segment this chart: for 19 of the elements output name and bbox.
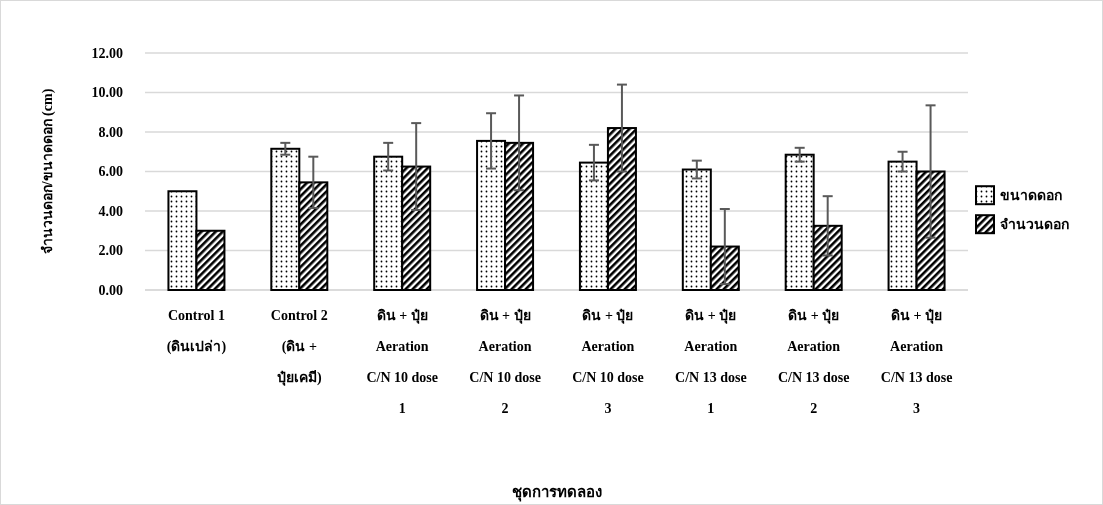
- x-tick-label: ดิน + ปุ๋ย Aeration C/N 10 dose 2: [469, 308, 541, 416]
- x-tick-label: ดิน + ปุ๋ย Aeration C/N 10 dose 3: [572, 308, 644, 416]
- y-tick-label: 8.00: [98, 124, 123, 140]
- x-tick-label: ดิน + ปุ๋ย Aeration C/N 13 dose 3: [880, 308, 953, 416]
- y-tick-label: 6.00: [98, 164, 123, 180]
- y-tick-label: 0.00: [98, 282, 123, 298]
- legend-label: จำนวนดอก: [1000, 217, 1069, 233]
- x-tick-label: ดิน + ปุ๋ย Aeration C/N 10 dose 1: [366, 308, 438, 416]
- x-tick-label: Control 1 (ดินเปล่า): [166, 308, 227, 355]
- x-tick-label: ดิน + ปุ๋ย Aeration C/N 13 dose 1: [675, 308, 747, 416]
- y-tick-label: 10.00: [91, 85, 123, 101]
- y-axis-title: จำนวนดอก/ขนาดดอก (cm): [40, 88, 56, 255]
- x-axis-title: ชุดการทดลอง: [511, 484, 602, 502]
- y-tick-label: 4.00: [98, 203, 123, 219]
- x-tick-label: ดิน + ปุ๋ย Aeration C/N 13 dose 2: [777, 308, 850, 416]
- y-tick-label: 12.00: [91, 45, 123, 61]
- x-tick-label: Control 2 (ดิน + ปุ๋ยเคมี): [270, 308, 328, 386]
- text: ขนาดดอก: [1000, 188, 1062, 204]
- y-tick-label: 2.00: [98, 243, 123, 259]
